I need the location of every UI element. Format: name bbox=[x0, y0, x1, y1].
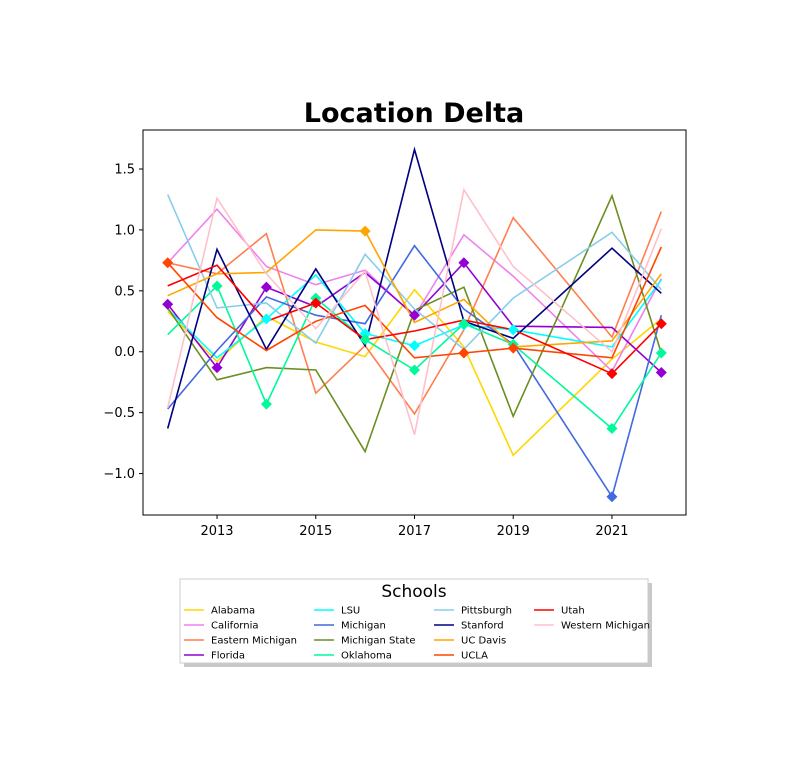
data-point-ucla bbox=[162, 257, 174, 269]
data-point-ucla bbox=[458, 347, 470, 359]
y-axis: −1.0 −0.5 0.0 0.5 1.0 1.5 bbox=[103, 162, 143, 482]
series-line-michigan bbox=[167, 244, 663, 499]
data-point-lsu bbox=[359, 327, 371, 339]
legend-label-alabama: Alabama bbox=[211, 606, 255, 617]
series-line-pittsburgh bbox=[166, 194, 662, 351]
legend-label-oklahoma: Oklahoma bbox=[341, 651, 392, 662]
data-point-oklahoma bbox=[458, 318, 470, 330]
legend-label-uc-davis: UC Davis bbox=[461, 636, 506, 647]
data-point-utah bbox=[655, 318, 667, 330]
series-line-western-michigan bbox=[166, 187, 663, 435]
data-point-oklahoma bbox=[409, 364, 420, 376]
series-line-uc-davis bbox=[167, 229, 662, 348]
legend-label-florida: Florida bbox=[211, 651, 245, 662]
x-axis: 2013 2015 2017 2019 2021 bbox=[200, 515, 629, 539]
legend-label-michigan: Michigan bbox=[341, 621, 386, 632]
data-point-florida bbox=[211, 362, 223, 374]
legend-label-western-michigan: Western Michigan bbox=[561, 621, 650, 632]
data-point-lsu bbox=[409, 340, 420, 352]
legend-label-ucla: UCLA bbox=[461, 651, 488, 662]
y-tick-label: 0.5 bbox=[114, 284, 135, 299]
series-line-florida bbox=[167, 261, 662, 374]
y-tick-label: 0.0 bbox=[114, 345, 135, 360]
legend: Schools Alabama California Eastern Michiga… bbox=[179, 578, 652, 667]
series-line-michigan-state bbox=[167, 193, 663, 454]
legend-frame bbox=[179, 578, 649, 664]
data-point-michigan bbox=[606, 491, 618, 503]
legend-items: Alabama California Eastern Michigan Florida… bbox=[184, 606, 650, 662]
data-point-oklahoma bbox=[606, 422, 618, 434]
data-point-florida bbox=[655, 366, 667, 378]
series-markers bbox=[162, 225, 667, 503]
data-point-florida bbox=[260, 281, 272, 293]
legend-title: Schools bbox=[381, 582, 446, 602]
y-tick-label: 1.5 bbox=[114, 162, 135, 177]
x-tick-label: 2017 bbox=[398, 524, 431, 539]
legend-label-stanford: Stanford bbox=[461, 621, 504, 632]
y-tick-label: −1.0 bbox=[103, 467, 135, 482]
series-lines bbox=[166, 146, 663, 499]
legend-label-eastern-michigan: Eastern Michigan bbox=[211, 636, 297, 647]
series-line-stanford bbox=[166, 146, 662, 429]
data-point-florida bbox=[162, 298, 174, 310]
chart-title: Location Delta bbox=[304, 98, 524, 129]
data-point-oklahoma bbox=[655, 347, 667, 359]
y-tick-label: 1.0 bbox=[114, 223, 135, 238]
legend-label-lsu: LSU bbox=[341, 606, 360, 617]
data-point-utah bbox=[310, 297, 322, 309]
data-point-oklahoma bbox=[211, 280, 223, 292]
x-tick-label: 2015 bbox=[299, 524, 332, 539]
x-tick-label: 2019 bbox=[497, 524, 530, 539]
data-point-florida bbox=[458, 257, 470, 269]
data-point-utah bbox=[606, 368, 618, 380]
legend-label-pittsburgh: Pittsburgh bbox=[461, 606, 512, 617]
series-line-lsu bbox=[167, 273, 662, 359]
data-point-ucla bbox=[507, 342, 519, 354]
legend-label-utah: Utah bbox=[561, 606, 585, 617]
x-tick-label: 2021 bbox=[595, 524, 628, 539]
series-line-utah bbox=[167, 264, 662, 375]
y-tick-label: −0.5 bbox=[103, 406, 135, 421]
x-tick-label: 2013 bbox=[200, 524, 233, 539]
data-point-florida bbox=[409, 309, 420, 321]
data-point-lsu bbox=[507, 324, 519, 336]
data-point-oklahoma bbox=[359, 334, 371, 346]
data-point-lsu bbox=[260, 313, 272, 325]
legend-label-michigan-state: Michigan State bbox=[341, 636, 415, 647]
data-point-uc-davis bbox=[359, 225, 371, 237]
legend-label-california: California bbox=[211, 621, 259, 632]
data-point-oklahoma bbox=[260, 398, 272, 410]
series-line-ucla bbox=[167, 246, 663, 359]
